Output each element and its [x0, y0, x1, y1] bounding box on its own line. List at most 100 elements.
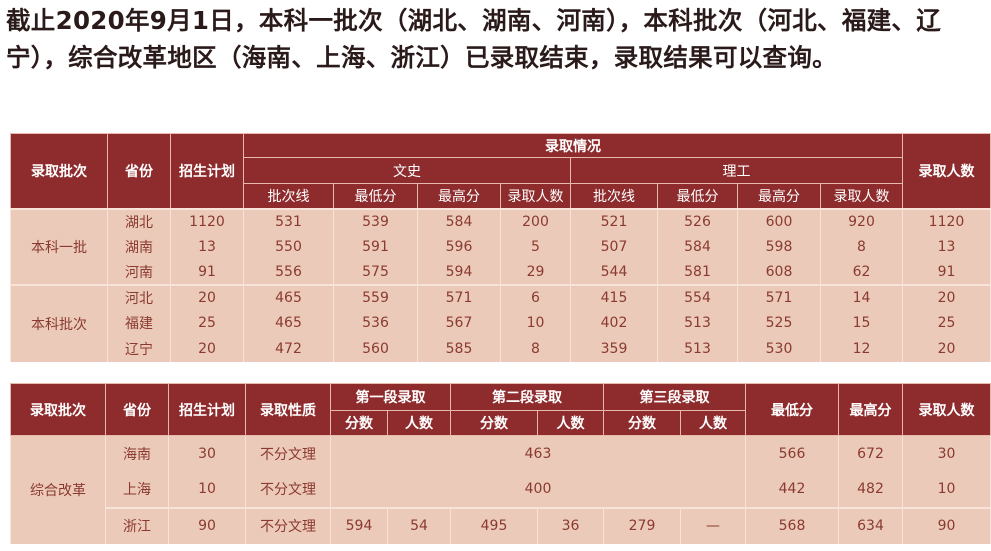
subheader-cell: 最低分: [333, 183, 418, 209]
value-cell: 359: [570, 336, 658, 362]
total-cell: 10: [902, 471, 991, 508]
stage-cell: 54: [387, 506, 451, 544]
admission-table-reform: 录取批次 省份 招生计划 录取性质 第一段录取 第二段录取 第三段录取 最低分 最高分 录取人数 …: [10, 383, 991, 544]
value-cell: 594: [417, 259, 501, 285]
stage-cell: 594: [330, 506, 388, 544]
plan-cell: 10: [168, 471, 246, 508]
value-cell: 10: [500, 310, 571, 336]
header-score: 分数: [330, 410, 388, 436]
value-cell: 598: [737, 234, 821, 260]
header-score: 分数: [603, 410, 681, 436]
value-cell: 596: [417, 234, 501, 260]
header-total: 录取人数: [902, 383, 991, 436]
value-cell: 20: [170, 284, 244, 311]
nature-cell: 不分文理: [245, 435, 331, 472]
total-cell: 90: [902, 506, 991, 544]
header-nature: 录取性质: [245, 383, 331, 436]
province-cell: 辽宁: [107, 336, 171, 362]
value-cell: 15: [820, 310, 903, 336]
value-cell: 12: [820, 336, 903, 362]
table-row: 上海 10 不分文理 400 442 482 10: [11, 471, 991, 508]
min-cell: 568: [745, 506, 839, 544]
value-cell: 1120: [902, 207, 991, 234]
province-cell: 福建: [107, 310, 171, 336]
value-cell: 591: [333, 234, 418, 260]
value-cell: 25: [170, 310, 244, 336]
max-cell: 634: [838, 506, 903, 544]
value-cell: 531: [243, 207, 334, 234]
header-max: 最高分: [838, 383, 903, 436]
subheader-cell: 录取人数: [820, 183, 903, 209]
value-cell: 200: [500, 207, 571, 234]
merged-score-cell: 400: [330, 471, 746, 508]
header-science: 理工: [570, 157, 903, 184]
nature-cell: 不分文理: [245, 471, 331, 508]
value-cell: 525: [737, 310, 821, 336]
header-total: 录取人数: [902, 133, 991, 209]
merged-score-cell: 463: [330, 435, 746, 472]
value-cell: 91: [902, 259, 991, 285]
value-cell: 472: [243, 336, 334, 362]
header-stage2: 第二段录取: [450, 383, 604, 411]
header-count: 人数: [537, 410, 604, 436]
value-cell: 581: [657, 259, 738, 285]
value-cell: 539: [333, 207, 418, 234]
table-row: 辽宁 20 472 560 585 8 359 513 530 12 20: [11, 336, 991, 362]
value-cell: 556: [243, 259, 334, 285]
plan-cell: 30: [168, 435, 246, 472]
header-batch: 录取批次: [10, 133, 108, 209]
value-cell: 8: [820, 234, 903, 260]
batch-cell: 本科批次: [10, 284, 108, 362]
value-cell: 544: [570, 259, 658, 285]
value-cell: 25: [902, 310, 991, 336]
max-cell: 672: [838, 435, 903, 472]
value-cell: 8: [500, 336, 571, 362]
value-cell: 550: [243, 234, 334, 260]
value-cell: 526: [657, 207, 738, 234]
table-row: 浙江 90 不分文理 594 54 495 36 279—568 634 90: [11, 506, 991, 544]
value-cell: 91: [170, 259, 244, 285]
header-arts: 文史: [243, 157, 571, 184]
header-plan: 招生计划: [168, 383, 246, 436]
value-cell: 521: [570, 207, 658, 234]
value-cell: 465: [243, 284, 334, 311]
value-cell: 6: [500, 284, 571, 311]
value-cell: 575: [333, 259, 418, 285]
value-cell: 584: [657, 234, 738, 260]
stage-cell: 36: [537, 506, 604, 544]
header-score: 分数: [450, 410, 538, 436]
value-cell: 62: [820, 259, 903, 285]
batch-cell: 本科一批: [10, 207, 108, 285]
nature-cell: 不分文理: [245, 506, 331, 544]
value-cell: 608: [737, 259, 821, 285]
min-cell: 566: [745, 435, 839, 472]
announcement-title: 截止2020年9月1日，本科一批次（湖北、湖南、河南），本科批次（河北、福建、辽…: [6, 6, 942, 72]
header-stage3: 第三段录取: [603, 383, 746, 411]
value-cell: 600: [737, 207, 821, 234]
value-cell: 554: [657, 284, 738, 311]
header-count: 人数: [680, 410, 746, 436]
value-cell: 571: [417, 284, 501, 311]
subheader-cell: 最低分: [657, 183, 738, 209]
province-cell: 湖南: [107, 234, 171, 260]
province-cell: 浙江: [105, 506, 169, 544]
stage-cell: 279: [603, 506, 681, 544]
province-cell: 海南: [105, 435, 169, 472]
value-cell: 513: [657, 336, 738, 362]
value-cell: 559: [333, 284, 418, 311]
value-cell: 415: [570, 284, 658, 311]
value-cell: 20: [902, 284, 991, 311]
header-plan: 招生计划: [170, 133, 244, 209]
value-cell: 513: [657, 310, 738, 336]
value-cell: 530: [737, 336, 821, 362]
value-cell: 567: [417, 310, 501, 336]
province-cell: 上海: [105, 471, 169, 508]
value-cell: 585: [417, 336, 501, 362]
max-cell: 482: [838, 471, 903, 508]
table-row: 本科一批 湖北 1120 531 539 584 200 521 526 600 920 1120: [10, 207, 991, 285]
value-cell: 920: [820, 207, 903, 234]
stage-cell: 495: [450, 506, 538, 544]
value-cell: 20: [902, 336, 991, 362]
value-cell: 20: [170, 336, 244, 362]
min-cell: 442: [745, 471, 839, 508]
